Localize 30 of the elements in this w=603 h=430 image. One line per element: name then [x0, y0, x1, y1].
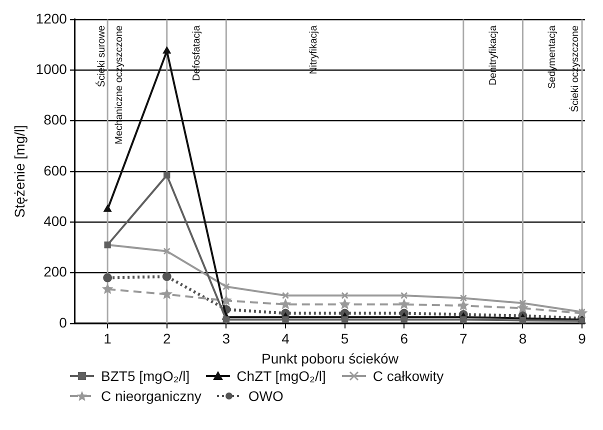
y-tick-label: 600 — [44, 162, 68, 178]
legend-label: OWO — [248, 388, 284, 404]
y-tick-label: 200 — [44, 264, 68, 280]
y-tick-label: 0 — [59, 314, 68, 330]
x-tick-label: 1 — [104, 330, 112, 347]
annotation: Mechaniczne oczyszczone — [114, 24, 126, 144]
y-tick-label: 1200 — [36, 10, 68, 26]
annotation: Defosfatacja — [191, 24, 202, 81]
ref-line-label: Ścieki surowe — [95, 24, 108, 88]
legend-label: ChZT [mgO₂/l] — [236, 368, 326, 384]
annotation: Sedymentacja — [547, 24, 558, 89]
y-tick-label: 1000 — [36, 60, 68, 77]
x-axis-title: Punkt poboru ścieków — [261, 350, 400, 366]
legend-label: C całkowity — [372, 368, 444, 384]
x-tick-label: 9 — [578, 330, 586, 347]
legend-label: BZT5 [mgO₂/l] — [101, 368, 190, 384]
ref-line-label: Ścieki oczyszczone — [568, 24, 581, 112]
x-tick-label: 5 — [340, 330, 349, 347]
y-tick-label: 800 — [44, 112, 68, 128]
legend-label: C nieorganiczny — [101, 388, 202, 404]
annotation: Denitryfikacja — [488, 24, 499, 86]
x-tick-label: 4 — [282, 330, 290, 347]
x-tick-label: 8 — [518, 330, 527, 347]
x-tick-label: 6 — [400, 330, 408, 347]
annotation: Nitryfikacja — [308, 24, 320, 74]
y-axis-title: Stężenie [mg/l] — [11, 125, 28, 218]
y-tick-label: 400 — [44, 212, 68, 229]
x-tick-label: 2 — [162, 330, 171, 347]
x-tick-label: 7 — [460, 330, 468, 347]
x-tick-label: 3 — [222, 330, 230, 347]
